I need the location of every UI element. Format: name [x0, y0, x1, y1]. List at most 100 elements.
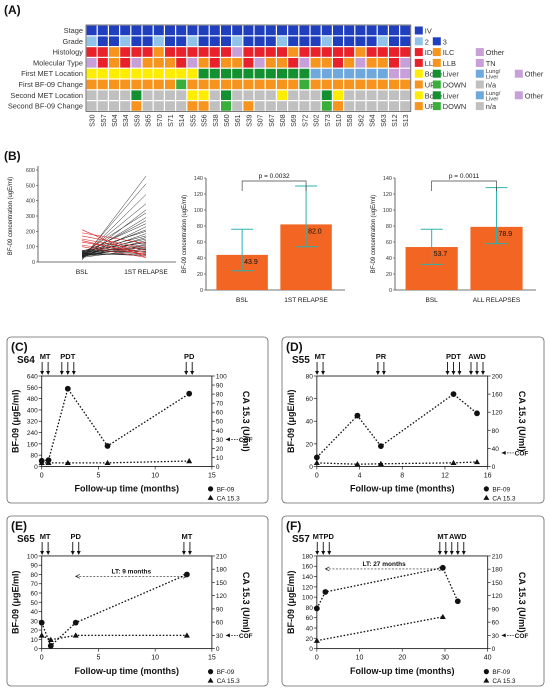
event-arrowhead — [449, 550, 454, 555]
heatmap-cell — [277, 68, 287, 79]
y1-tick-label: 640 — [27, 374, 38, 381]
y1-tick-label: 40 — [306, 419, 314, 426]
heatmap-sample-label: S12 — [392, 114, 399, 127]
heatmap-cell — [232, 47, 243, 57]
heatmap-cell — [344, 79, 355, 90]
y-tick-label: 600 — [26, 168, 35, 174]
heatmap-frame — [85, 24, 412, 112]
heatmap-cell — [389, 68, 399, 79]
heatmap-cell — [198, 90, 209, 100]
cof-arrowhead — [225, 633, 230, 638]
legend-swatch — [432, 58, 441, 67]
heatmap-cell — [165, 47, 175, 57]
y2-tick-label: 210 — [216, 553, 227, 560]
y2-tick-label: 210 — [492, 553, 503, 560]
heatmap-cell — [97, 79, 108, 90]
heatmap-cell — [389, 79, 399, 90]
event-arrowhead — [184, 371, 189, 376]
legend-label: 3 — [443, 37, 447, 46]
heatmap-cell — [176, 47, 187, 57]
heatmap-cell — [400, 36, 411, 46]
heatmap-cell — [243, 25, 254, 36]
legend-label: IDC — [425, 48, 438, 57]
heatmap-cell — [176, 36, 187, 46]
heatmap-cell — [243, 47, 254, 57]
legend-swatch — [475, 69, 484, 78]
cof-arrowhead — [225, 437, 230, 442]
x-tick-label: BSL — [236, 297, 249, 304]
heatmap-cell — [187, 90, 198, 100]
heatmap-cell — [209, 36, 220, 46]
y1-tick-label: 240 — [27, 430, 38, 437]
heatmap-cell — [254, 79, 265, 90]
heatmap-cell — [299, 36, 310, 46]
heatmap-cell — [254, 90, 265, 100]
y1-tick-label: 60 — [306, 396, 314, 403]
legend-bf09-label: BF-09 — [217, 669, 235, 676]
heatmap-cell — [131, 101, 142, 111]
y-tick-label: 0 — [200, 288, 203, 294]
event-arrowhead — [451, 371, 456, 376]
legend-label: DOWN — [443, 102, 466, 111]
legend-swatch — [432, 91, 441, 100]
y-tick-label: 300 — [26, 214, 35, 220]
event-label: MT — [40, 352, 51, 361]
heatmap-cell — [86, 101, 97, 111]
y-axis-label: BF-09 concentration (ugE/ml) — [371, 195, 377, 273]
y-tick-label: 0 — [32, 260, 35, 266]
heatmap-sample-label: S56 — [202, 114, 209, 127]
y1-tick-label: 480 — [27, 396, 38, 403]
heatmap-cell — [187, 25, 198, 36]
heatmap-cell — [344, 68, 355, 79]
ca153-point — [186, 458, 193, 464]
heatmap-cell — [389, 25, 399, 36]
heatmap-cell — [198, 68, 209, 79]
heatmap-cell — [131, 36, 142, 46]
y1-tick-label: 10 — [30, 637, 38, 644]
heatmap-cell — [288, 25, 299, 36]
heatmap-cell — [366, 101, 377, 111]
panel-label: (F) — [286, 519, 301, 533]
heatmap-cell — [366, 79, 377, 90]
bf09-point — [474, 410, 480, 417]
event-label: AWD — [449, 532, 467, 541]
bar-chart: 0 20 40 60 80 100 120 140 43.9 BSL 82.0 1ST RELAPSE… — [182, 173, 345, 304]
heatmap-cell — [243, 90, 254, 100]
heatmap-cell — [355, 25, 366, 36]
event-arrowhead — [445, 371, 450, 376]
event-arrowhead — [455, 550, 460, 555]
heatmap-cell — [254, 58, 265, 68]
heatmap-cell — [321, 79, 332, 90]
heatmap-sample-label: S71 — [168, 114, 175, 127]
patient-line-decrease — [81, 235, 147, 249]
panel-b-label: (B) — [4, 149, 21, 163]
patient-line — [81, 240, 147, 258]
heatmap-cell — [232, 68, 243, 79]
y-tick-label: 20 — [197, 272, 203, 278]
heatmap-cell — [310, 68, 321, 79]
y2-tick-label: 120 — [492, 410, 503, 417]
y1-tick-label: 160 — [302, 564, 313, 571]
ca153-point — [354, 461, 361, 467]
y1-tick-label: 40 — [30, 609, 38, 616]
heatmap-cell — [120, 101, 131, 111]
patient-line — [81, 242, 147, 251]
p-value: p = 0.0011 — [449, 173, 480, 180]
legend-swatch — [414, 91, 423, 100]
event-arrowhead — [315, 371, 320, 376]
y-tick-label: 200 — [26, 229, 35, 235]
event-label: PR — [376, 352, 387, 361]
event-arrowhead — [59, 371, 64, 376]
heatmap-cell — [142, 25, 153, 36]
heatmap-row-label: First MET Location — [21, 69, 83, 78]
heatmap-cell — [377, 68, 388, 79]
x-tick-label: 1ST RELAPSE — [124, 269, 168, 276]
ca153-line — [41, 634, 187, 641]
heatmap-cell — [299, 90, 310, 100]
heatmap-cell — [153, 25, 164, 36]
bf09-point — [64, 385, 71, 392]
heatmap-cell — [277, 47, 287, 57]
heatmap-cell — [131, 25, 142, 36]
